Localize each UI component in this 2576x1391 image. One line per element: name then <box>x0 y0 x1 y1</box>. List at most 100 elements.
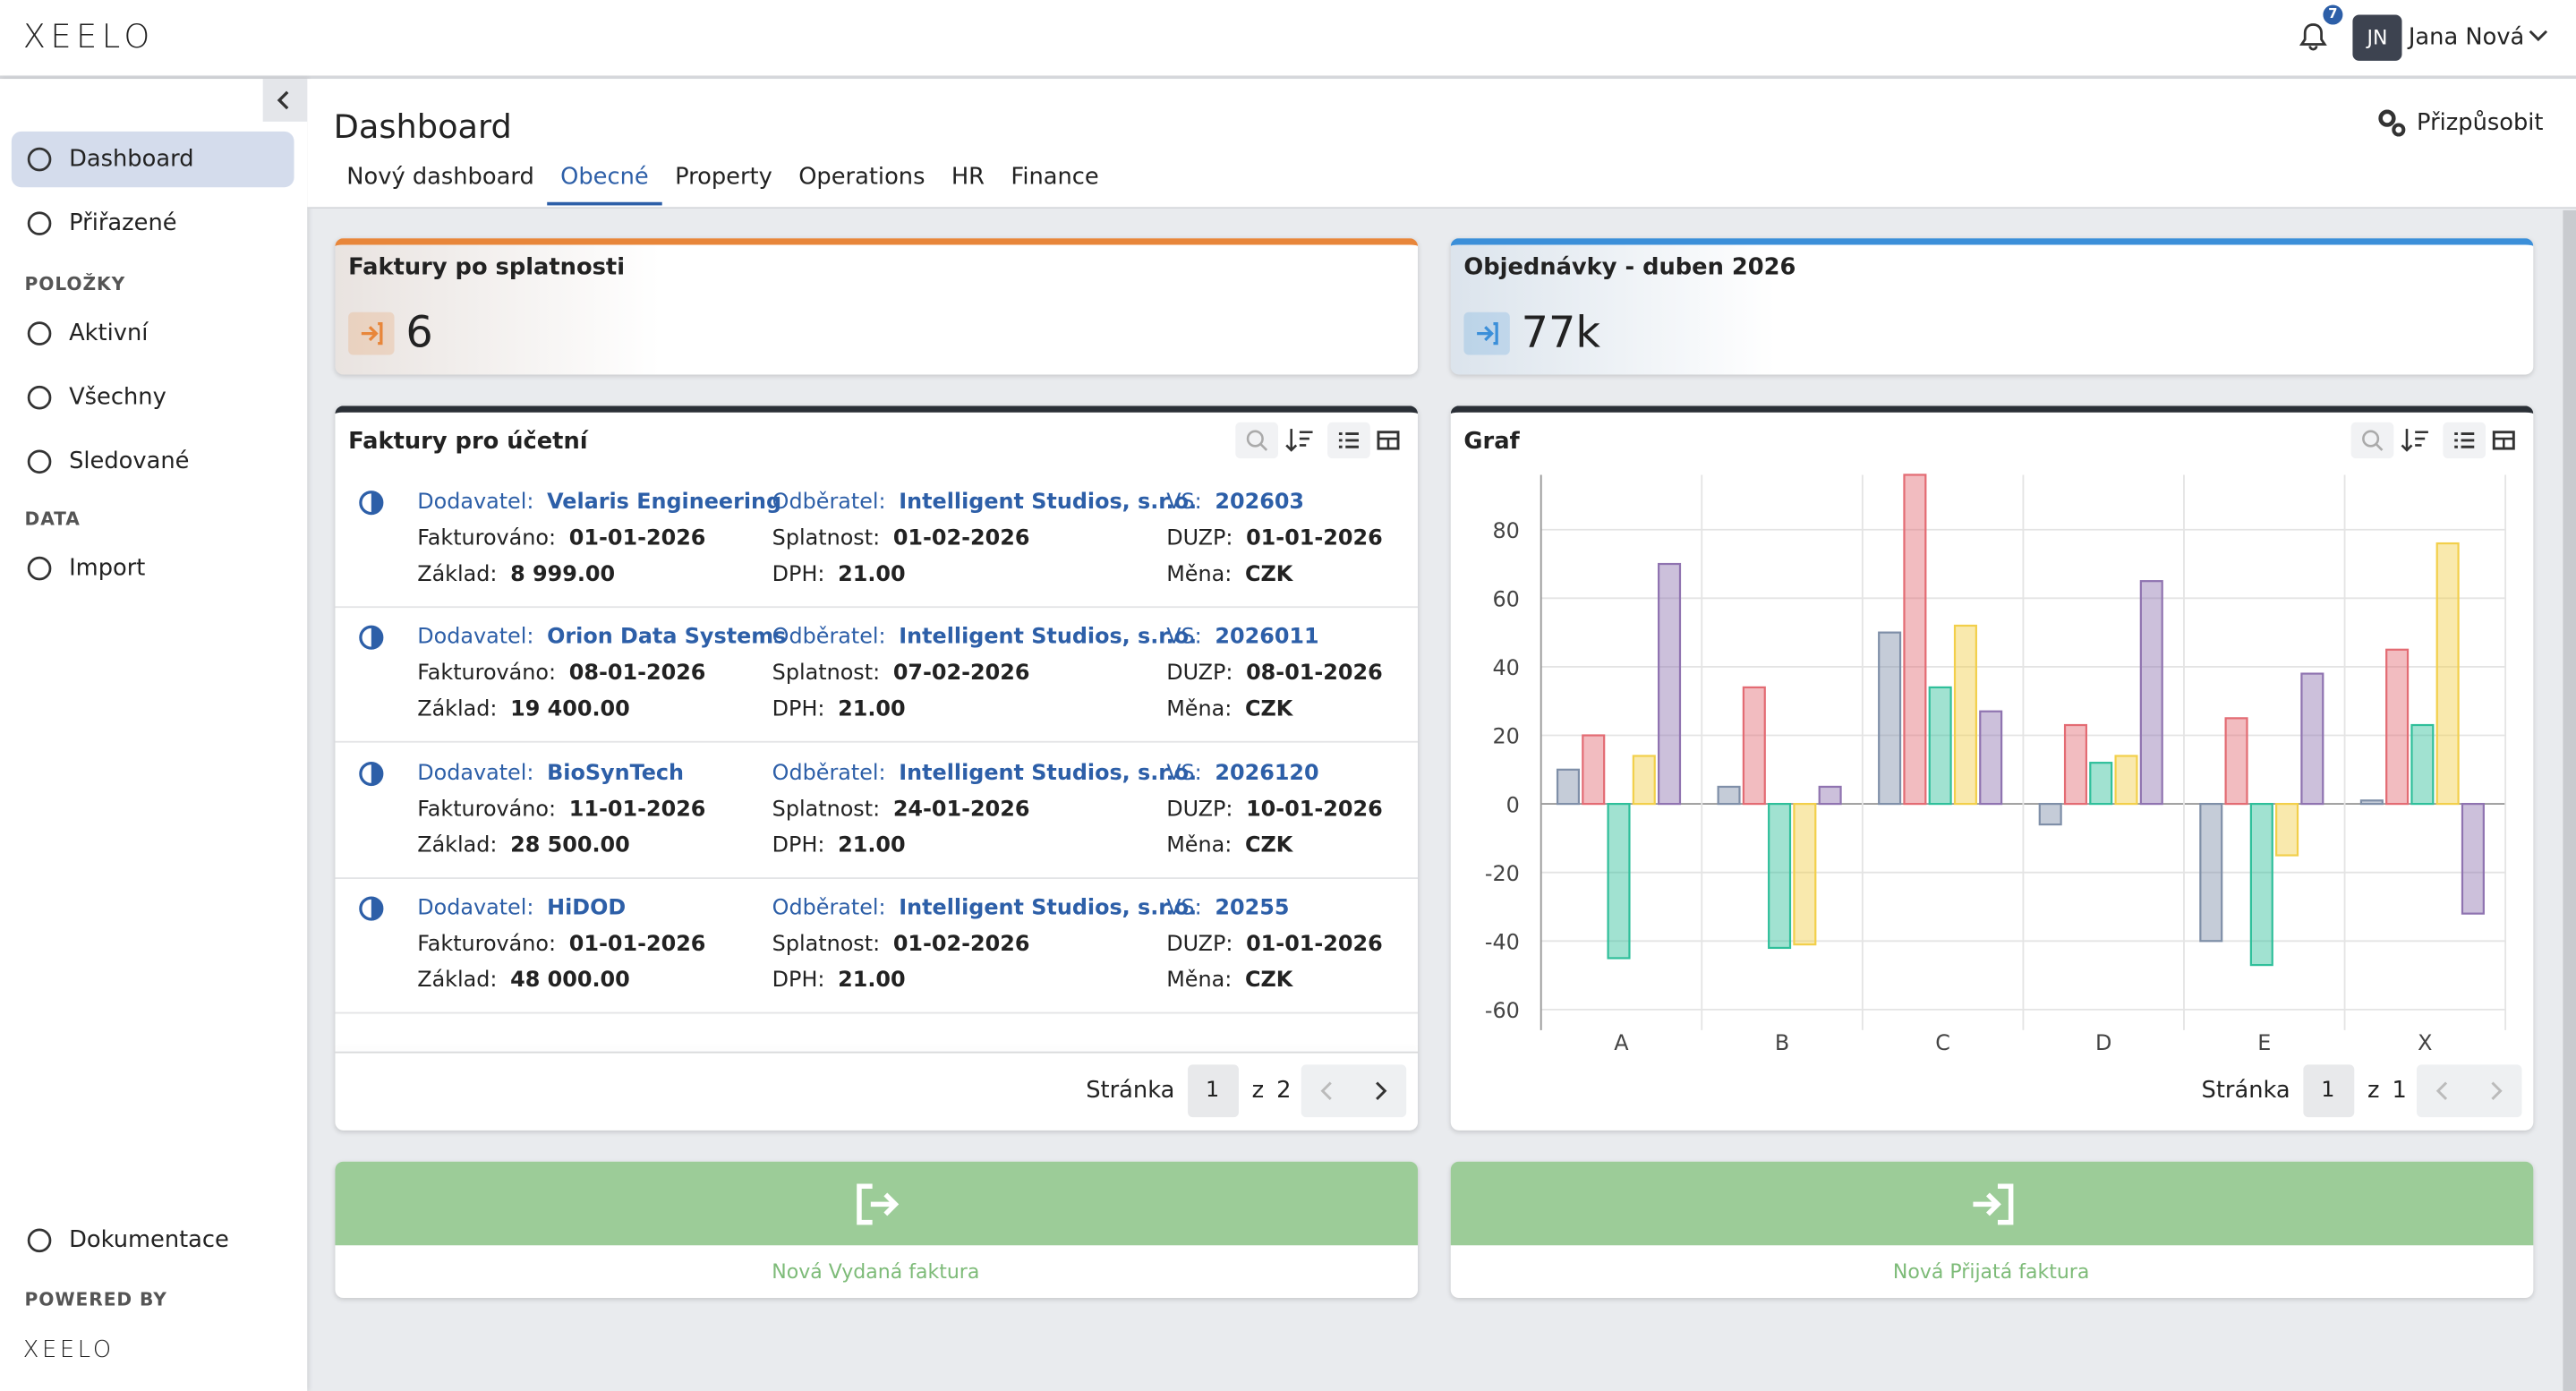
nav-active-bg <box>11 131 294 188</box>
tab[interactable]: Obecné <box>560 164 649 191</box>
field-label: Fakturováno: <box>417 661 557 687</box>
customize-icon[interactable] <box>2377 108 2407 138</box>
nav-item[interactable]: Aktivní <box>69 320 149 347</box>
y-tick-label: -40 <box>1485 929 1520 954</box>
bar <box>1818 785 1842 806</box>
field-value[interactable]: Intelligent Studios, s.r.o. <box>899 625 1198 651</box>
field-value[interactable]: 2026011 <box>1215 625 1319 651</box>
bar <box>2063 723 2088 806</box>
field-label: Měna: <box>1166 697 1233 723</box>
customize-button[interactable]: Přizpůsobit <box>2417 109 2544 137</box>
notification-count: 7 <box>2323 4 2343 25</box>
docs-link[interactable]: Dokumentace <box>69 1227 229 1254</box>
nav-item[interactable]: Import <box>69 555 146 582</box>
field-value: 01-01-2026 <box>568 932 706 957</box>
invoice-field: DPH: 21.00 <box>772 698 906 723</box>
search-icon[interactable] <box>2361 429 2384 452</box>
pager-page: 1 <box>2321 1079 2335 1104</box>
prev-page[interactable] <box>2433 1080 2452 1103</box>
user-menu-arrow[interactable] <box>2527 26 2550 46</box>
invoice-field: DUZP: 10-01-2026 <box>1166 797 1383 822</box>
kpi-title: Objednávky - duben 2026 <box>1463 254 1796 281</box>
sort-icon[interactable] <box>1284 425 1314 455</box>
panel-title: Faktury pro účetní <box>348 429 588 456</box>
tab[interactable]: Nový dashboard <box>346 164 534 191</box>
tab[interactable]: HR <box>951 164 985 191</box>
tab[interactable]: Operations <box>798 164 925 191</box>
field-value[interactable]: 2026120 <box>1215 761 1319 786</box>
pager-page: 1 <box>1205 1079 1220 1104</box>
invoice-field: Fakturováno: 08-01-2026 <box>417 661 705 687</box>
collapse-icon[interactable] <box>273 89 296 112</box>
invoice-field: DUZP: 08-01-2026 <box>1166 661 1383 687</box>
bar <box>2249 803 2273 967</box>
bar <box>1742 686 1766 806</box>
invoice-field: Základ: 48 000.00 <box>417 969 630 994</box>
avatar[interactable]: JN <box>2352 14 2402 61</box>
invoice-field: Splatnost: 01-02-2026 <box>772 526 1030 551</box>
invoices-card <box>335 405 1419 1131</box>
field-value: 01-01-2026 <box>568 526 706 551</box>
table-icon[interactable] <box>1377 429 1400 452</box>
field-value[interactable]: 202603 <box>1215 490 1305 516</box>
collapse-button[interactable] <box>262 79 308 122</box>
row-separator <box>335 1011 1419 1014</box>
field-label: Fakturováno: <box>417 526 557 551</box>
sort-icon[interactable] <box>2401 425 2430 455</box>
y-tick-label: 60 <box>1492 587 1519 612</box>
chart: -60 -40 -20 0 20 40 60 80 A B C D E X <box>1485 474 2507 1052</box>
bar <box>1632 755 1656 806</box>
invoice-field: Dodavatel: BioSynTech <box>417 761 684 786</box>
field-value[interactable]: Velaris Engineering <box>547 490 782 516</box>
bar <box>1928 686 1952 806</box>
bell-icon[interactable] <box>2299 21 2328 51</box>
field-value[interactable]: BioSynTech <box>547 761 685 786</box>
field-label: Splatnost: <box>772 797 881 822</box>
bar <box>2224 717 2248 806</box>
field-value: 48 000.00 <box>510 968 630 994</box>
invoice-field: DPH: 21.00 <box>772 563 906 588</box>
field-value[interactable]: HiDOD <box>547 896 627 921</box>
nav-item[interactable]: Dashboard <box>69 146 194 173</box>
page-header <box>307 79 2576 209</box>
sidebar <box>0 79 308 1391</box>
nav-item[interactable]: Sledované <box>69 448 190 475</box>
invoice-field: Základ: 8 999.00 <box>417 563 615 588</box>
list-icon[interactable] <box>1337 429 1361 452</box>
scrollbar <box>2563 209 2576 1391</box>
search-icon[interactable] <box>1245 429 1268 452</box>
action-label[interactable]: Nová Vydaná faktura <box>772 1259 980 1284</box>
search-button[interactable] <box>2350 422 2394 459</box>
nav-item[interactable]: Všechny <box>69 384 166 411</box>
field-label: Fakturováno: <box>417 932 557 957</box>
field-value[interactable]: Orion Data Systems <box>547 625 787 651</box>
action-label[interactable]: Nová Přijatá faktura <box>1892 1259 2090 1284</box>
footer-logo: XEELO <box>22 1337 115 1364</box>
x-tick-label: A <box>1614 1030 1629 1052</box>
bar <box>1903 474 1927 806</box>
bar <box>2300 672 2324 806</box>
field-value[interactable]: Intelligent Studios, s.r.o. <box>899 490 1198 516</box>
nav-item[interactable]: Přiřazené <box>69 209 177 237</box>
user-name[interactable]: Jana Nová <box>2408 24 2525 51</box>
field-label: VS: <box>1166 896 1202 921</box>
next-page[interactable] <box>2486 1080 2505 1103</box>
next-page[interactable] <box>1370 1080 1390 1103</box>
field-value[interactable]: 20255 <box>1215 896 1290 921</box>
field-label: DPH: <box>772 562 825 588</box>
list-icon[interactable] <box>2452 429 2476 452</box>
nav-icon <box>27 1228 52 1253</box>
tab[interactable]: Property <box>675 164 772 191</box>
field-value[interactable]: Intelligent Studios, s.r.o. <box>899 761 1198 786</box>
prev-page[interactable] <box>1318 1080 1337 1103</box>
invoice-field: Dodavatel: Velaris Engineering <box>417 491 781 516</box>
tab[interactable]: Finance <box>1011 164 1099 191</box>
field-value[interactable]: Intelligent Studios, s.r.o. <box>899 896 1198 921</box>
y-tick-label: 80 <box>1492 518 1519 543</box>
table-icon[interactable] <box>2492 429 2515 452</box>
search-button[interactable] <box>1235 422 1279 459</box>
invoice-field: Měna: CZK <box>1166 698 1292 723</box>
invoice-field: Fakturováno: 11-01-2026 <box>417 797 705 822</box>
pager-page-box <box>1188 1064 1239 1118</box>
field-value: 01-02-2026 <box>892 526 1030 551</box>
